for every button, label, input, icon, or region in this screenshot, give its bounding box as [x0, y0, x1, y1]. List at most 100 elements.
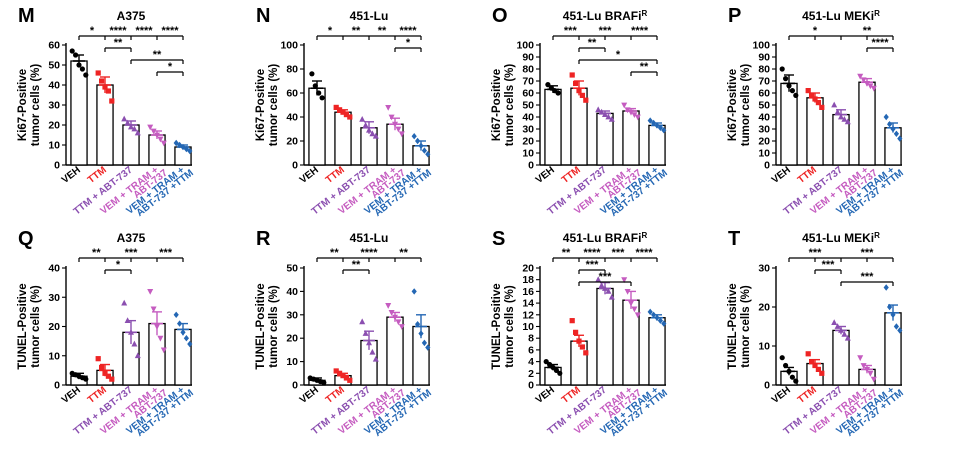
y-tick-label: 30 [48, 100, 60, 112]
data-point [661, 320, 667, 327]
y-axis-label: TUNEL-Positive [255, 283, 267, 369]
y-tick-label: 50 [286, 263, 298, 275]
data-point [388, 310, 395, 316]
data-point [421, 147, 427, 154]
data-point [844, 334, 851, 341]
significance-label: ** [153, 49, 162, 61]
data-point [150, 128, 157, 135]
data-point [79, 66, 85, 72]
data-point [316, 90, 322, 96]
data-point [805, 88, 811, 94]
chart-title: A375 [117, 9, 146, 23]
chart-title: 451-Lu BRAFiR [563, 9, 648, 24]
y-tick-label: 40 [286, 286, 298, 298]
y-axis-label: Ki67-Positive [491, 69, 503, 141]
data-point [385, 105, 392, 111]
data-point [321, 380, 327, 386]
data-point [411, 133, 417, 140]
data-point [651, 311, 657, 318]
data-point [657, 317, 663, 324]
y-axis-label: Ki67-Positive [17, 69, 29, 141]
data-point [362, 122, 369, 128]
data-point [890, 311, 896, 318]
y-tick-label: 80 [286, 64, 298, 76]
y-tick-label: 12 [522, 309, 534, 321]
data-point [864, 367, 870, 373]
data-point [392, 314, 398, 321]
data-point [343, 375, 349, 381]
y-tick-label: 10 [758, 341, 770, 353]
title-superscript: R [874, 9, 880, 18]
significance-label: ** [399, 247, 408, 259]
significance-label: **** [399, 25, 417, 37]
data-point [624, 107, 631, 114]
y-tick-label: 0 [292, 380, 298, 392]
significance-label: *** [586, 259, 600, 271]
data-point [815, 366, 821, 372]
chart-title: A375 [117, 231, 146, 245]
data-point [628, 109, 634, 116]
y-tick-label: 70 [758, 76, 770, 88]
y-tick-label: 80 [758, 64, 770, 76]
data-point [333, 104, 339, 110]
y-tick-label: 18 [522, 274, 534, 286]
bar [622, 110, 640, 166]
x-tick-label: VEH [60, 165, 83, 186]
data-point [621, 102, 628, 109]
panel-letter: N [256, 5, 270, 27]
significance-label: ** [92, 247, 101, 259]
significance-label: ** [640, 61, 649, 73]
data-point [109, 98, 115, 104]
data-point [654, 314, 660, 321]
panel-Q: Q A375 0 10 20 30 40 TUNEL-Positive tumor cells … [17, 228, 196, 439]
y-tick-label: 90 [522, 52, 534, 64]
data-point [418, 142, 424, 149]
x-tick-label: VEH [534, 165, 557, 186]
data-point [893, 130, 899, 137]
y-tick-label: 100 [752, 40, 770, 52]
bar [884, 312, 902, 386]
data-point [550, 364, 556, 371]
data-point [102, 84, 108, 90]
data-point [887, 121, 893, 128]
data-point [154, 324, 160, 330]
data-point [786, 83, 792, 89]
panel-letter: P [728, 5, 741, 27]
data-point [595, 106, 602, 113]
panel-N: N 451-Lu 0 20 40 60 80 100 Ki67-Positive tumor ce… [255, 5, 434, 219]
y-tick-label: 20 [522, 263, 534, 275]
data-point [621, 277, 628, 284]
data-point [783, 362, 789, 369]
y-tick-label: 20 [286, 333, 298, 345]
bar [648, 317, 666, 386]
data-point [340, 373, 346, 379]
y-axis-label: TUNEL-Positive [727, 283, 739, 369]
data-point [121, 115, 128, 122]
data-point [333, 368, 339, 374]
data-point [883, 113, 889, 121]
data-point [890, 125, 896, 133]
y-tick-label: 60 [48, 40, 60, 52]
data-point [347, 114, 353, 120]
data-point [608, 116, 615, 122]
significance-label: **** [635, 247, 653, 259]
data-point [793, 378, 799, 384]
data-point [867, 83, 874, 90]
data-point [897, 327, 903, 334]
data-point [819, 104, 825, 110]
data-point [870, 85, 877, 92]
data-point [309, 71, 315, 77]
significance-label: * [813, 25, 818, 37]
data-point [602, 285, 608, 291]
y-tick-label: 0 [292, 160, 298, 172]
data-point [654, 122, 660, 129]
data-point [883, 284, 889, 291]
panel-letter: R [256, 228, 271, 250]
y-axis-label: tumor cells (%) [268, 64, 280, 147]
panel-letter: T [728, 228, 740, 250]
panel-R: R 451-Lu 0 10 20 30 40 50 TUNEL-Positive tumor ce… [255, 228, 434, 439]
significance-label: *** [599, 271, 613, 283]
y-tick-label: 10 [48, 350, 60, 362]
data-point [831, 101, 838, 108]
